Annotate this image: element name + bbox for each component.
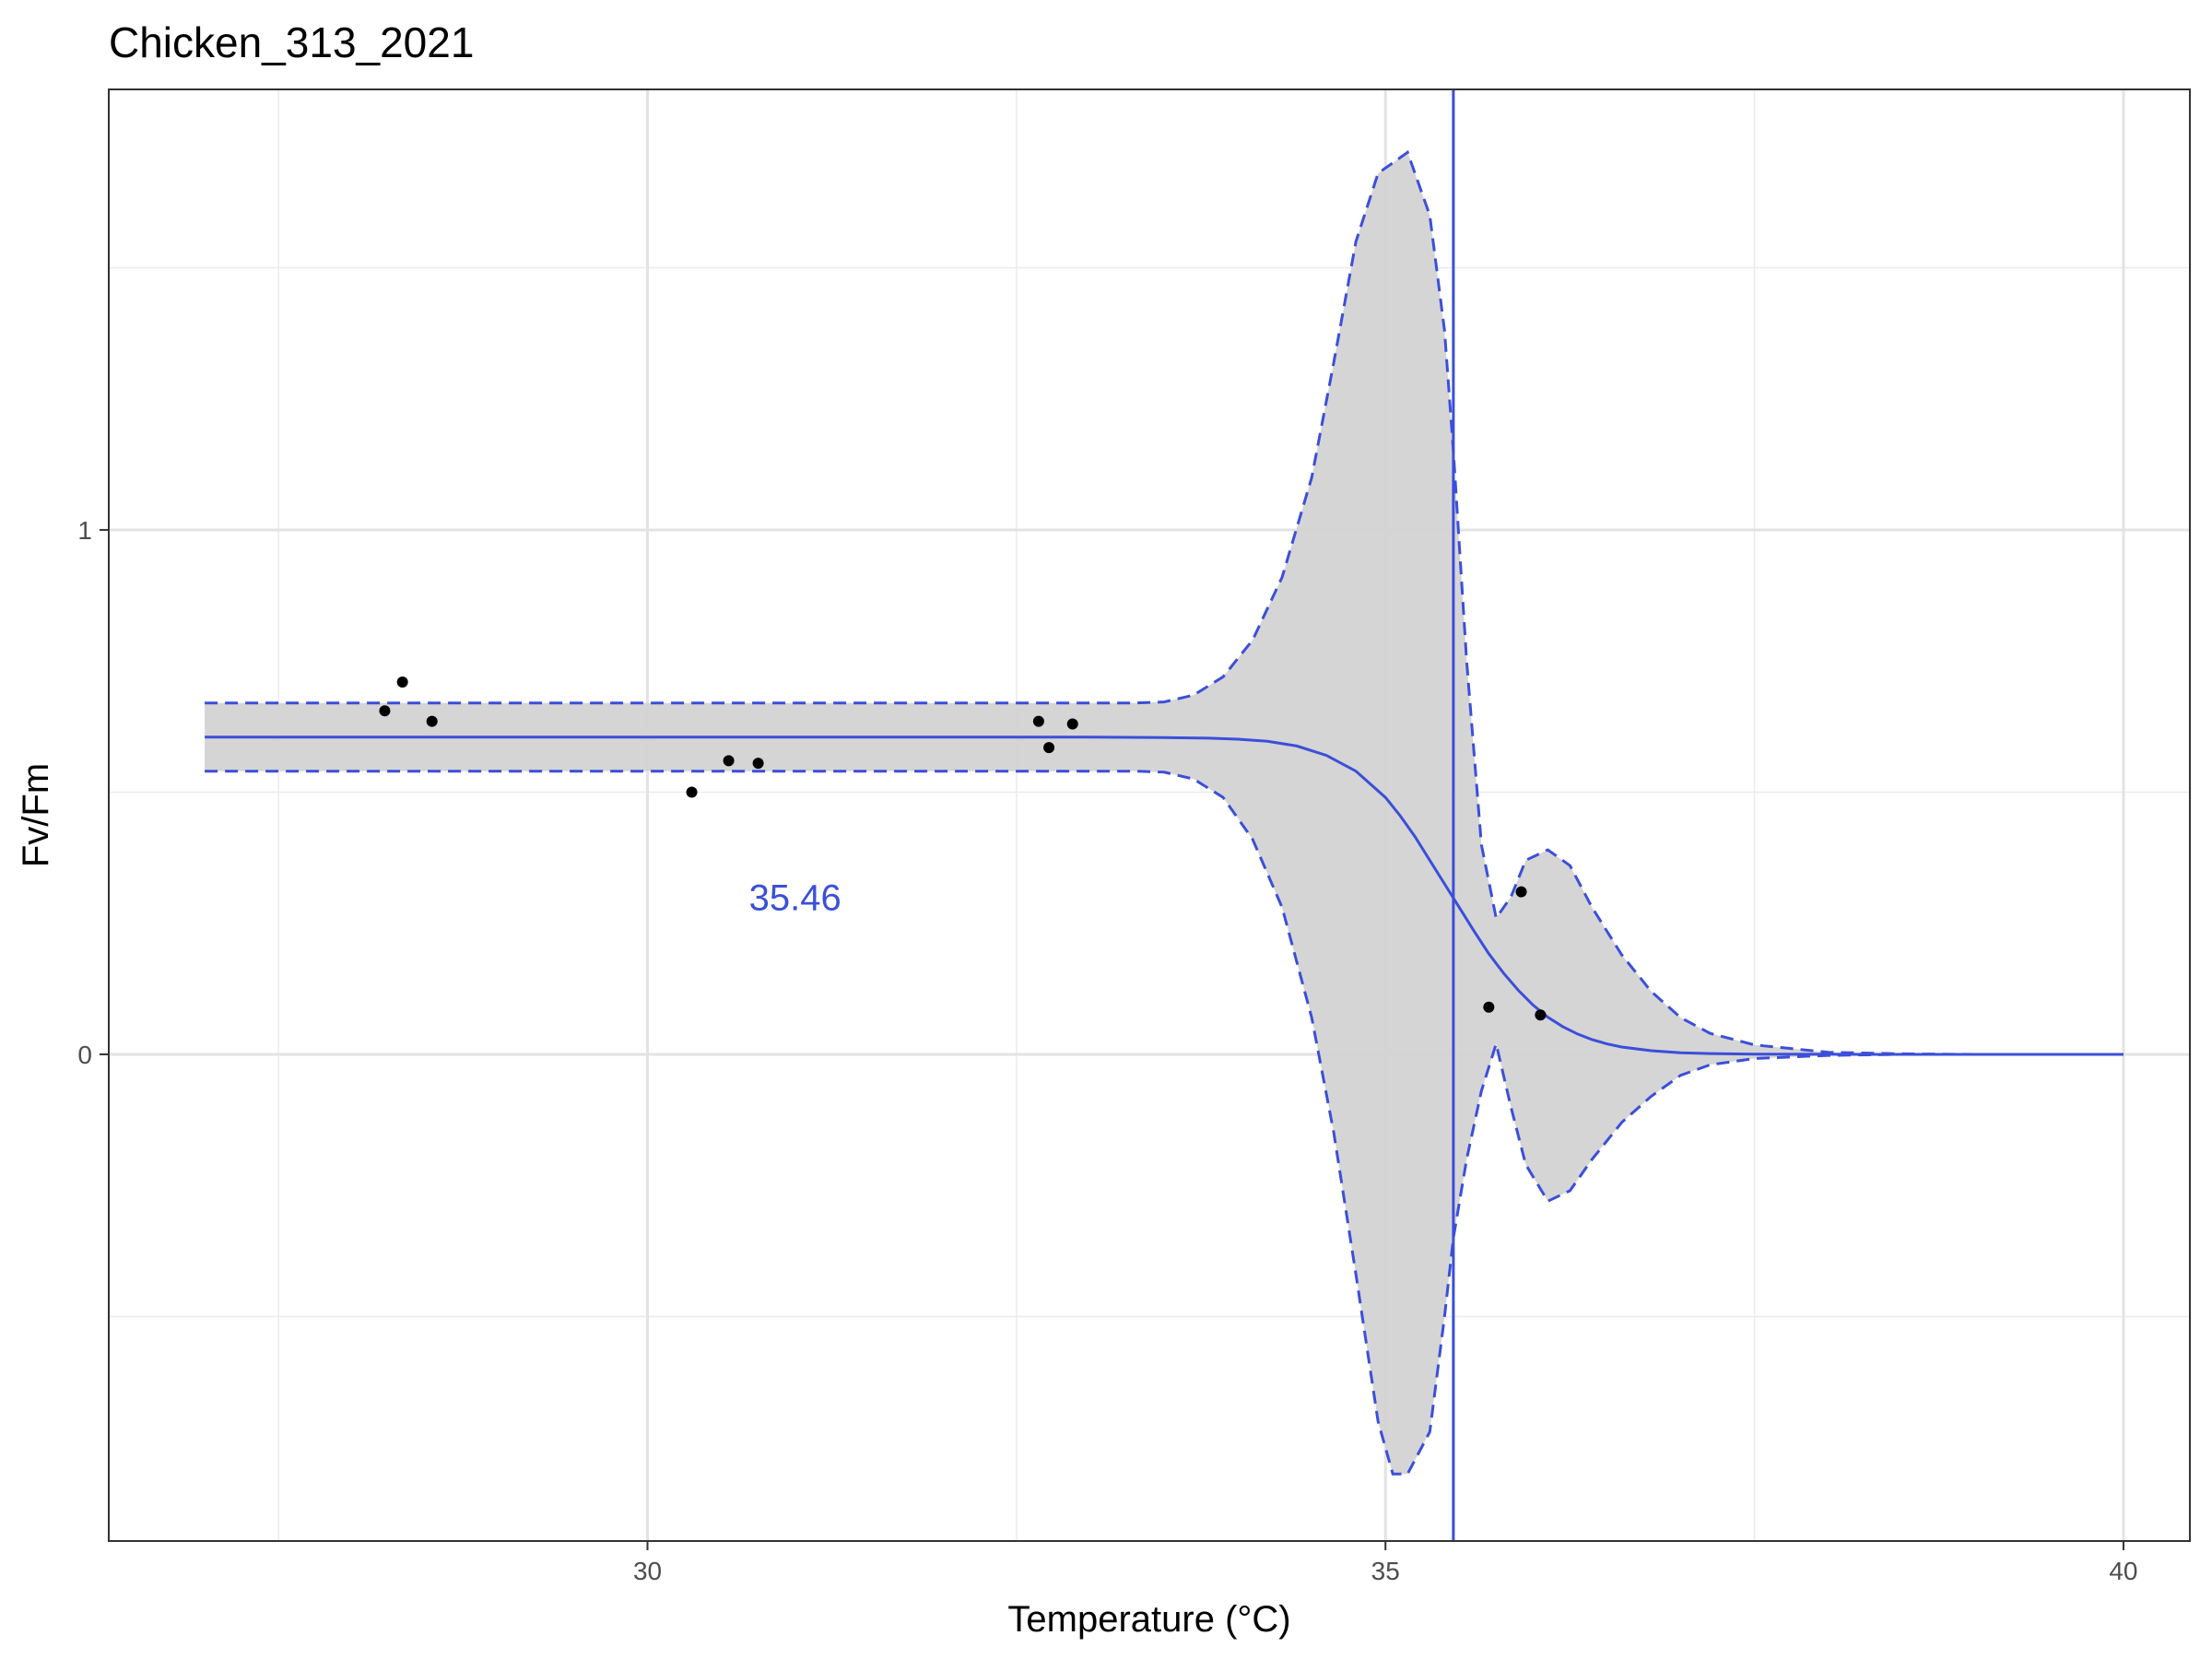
data-point bbox=[396, 676, 408, 688]
data-points bbox=[379, 676, 1547, 1021]
data-point bbox=[1066, 718, 1078, 730]
data-point bbox=[752, 758, 764, 770]
x-tick-label: 40 bbox=[2109, 1557, 2137, 1585]
fit-line bbox=[205, 735, 2124, 1056]
lower-bound-line bbox=[205, 770, 2124, 1476]
data-point bbox=[723, 755, 735, 767]
data-point bbox=[1535, 1009, 1547, 1021]
data-point bbox=[1043, 742, 1055, 754]
axis-ticks: 30 35 40 0 1 bbox=[77, 516, 2137, 1585]
data-point bbox=[426, 715, 438, 727]
x-tick-label: 35 bbox=[1371, 1557, 1400, 1585]
x-tick-label: 30 bbox=[633, 1557, 662, 1585]
plot-panel-border bbox=[108, 88, 2191, 1542]
y-tick-label: 0 bbox=[77, 1041, 92, 1069]
data-point bbox=[686, 786, 698, 798]
data-point bbox=[379, 705, 391, 717]
fit-lines bbox=[205, 89, 2124, 1541]
x-axis-title: Temperature (°C) bbox=[1007, 1599, 1290, 1640]
data-point bbox=[1032, 715, 1044, 727]
chart-title: Chicken_313_2021 bbox=[109, 18, 474, 66]
y-tick-label: 1 bbox=[77, 516, 92, 545]
y-axis-title: Fv/Fm bbox=[16, 763, 56, 867]
data-point bbox=[1483, 1001, 1495, 1013]
data-point bbox=[1515, 886, 1527, 898]
annotation-label: 35.46 bbox=[749, 877, 841, 918]
upper-bound-line bbox=[205, 149, 2124, 1056]
